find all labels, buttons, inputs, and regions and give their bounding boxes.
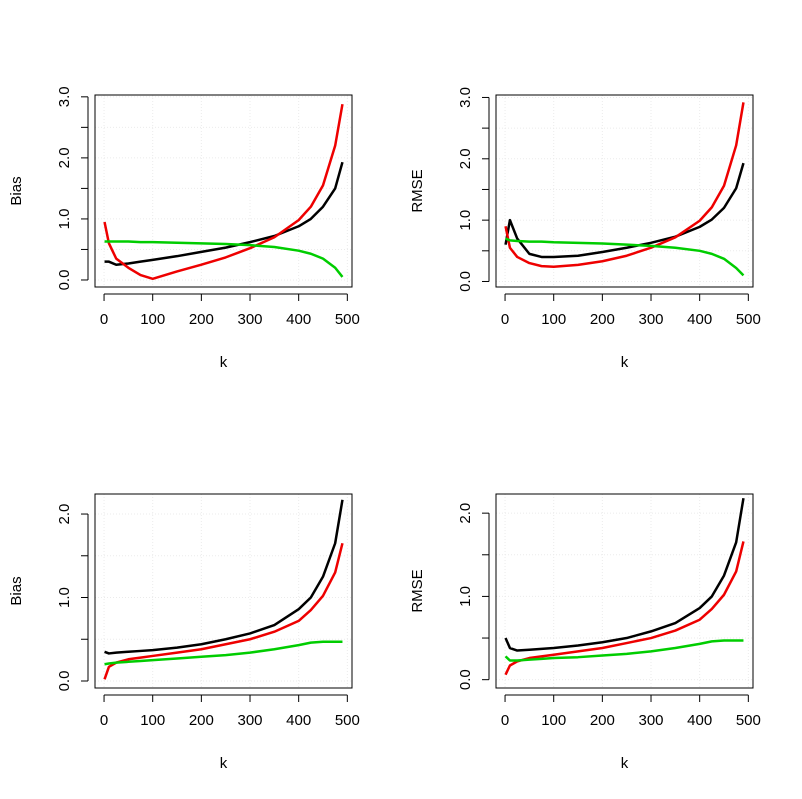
y-tick-label: 3.0 xyxy=(457,87,474,108)
x-tick-label: 400 xyxy=(286,311,311,328)
y-tick-label: 0.0 xyxy=(457,669,474,690)
x-tick-label: 100 xyxy=(140,712,165,729)
x-axis-label: k xyxy=(621,755,629,772)
y-axis-label: RMSE xyxy=(409,169,426,212)
x-tick-label: 200 xyxy=(189,712,214,729)
x-tick-label: 0 xyxy=(100,712,108,729)
y-axis-label: Bias xyxy=(8,176,25,205)
x-axis-label: k xyxy=(220,755,228,772)
x-tick-label: 400 xyxy=(687,712,712,729)
x-tick-label: 200 xyxy=(189,311,214,328)
x-tick-label: 400 xyxy=(286,712,311,729)
plot-box xyxy=(495,493,754,689)
x-tick-label: 300 xyxy=(238,712,263,729)
x-axis-label: k xyxy=(621,354,629,371)
series-line xyxy=(505,237,745,277)
x-tick-label: 200 xyxy=(590,712,615,729)
x-tick-label: 200 xyxy=(590,311,615,328)
x-tick-label: 500 xyxy=(736,311,761,328)
x-tick-label: 400 xyxy=(687,311,712,328)
y-tick-label: 0.0 xyxy=(56,270,73,291)
x-tick-label: 100 xyxy=(140,311,165,328)
series-line xyxy=(104,499,344,655)
plot-box xyxy=(495,94,754,288)
y-tick-label: 1.0 xyxy=(457,210,474,231)
series-line xyxy=(103,542,344,680)
y-axis-label: RMSE xyxy=(409,569,426,612)
series-line xyxy=(504,162,745,259)
series-line xyxy=(104,640,343,666)
x-tick-label: 300 xyxy=(639,712,664,729)
y-tick-label: 1.0 xyxy=(56,587,73,608)
x-tick-label: 0 xyxy=(100,311,108,328)
x-tick-label: 300 xyxy=(238,311,263,328)
y-tick-label: 2.0 xyxy=(56,147,73,168)
y-axis-label: Bias xyxy=(8,576,25,605)
y-tick-label: 2.0 xyxy=(457,148,474,169)
x-axis-label: k xyxy=(220,354,228,371)
x-tick-label: 100 xyxy=(541,712,566,729)
plot-box xyxy=(94,94,353,288)
y-tick-label: 2.0 xyxy=(56,504,73,525)
x-tick-label: 300 xyxy=(639,311,664,328)
y-tick-label: 0.0 xyxy=(457,271,474,292)
y-tick-label: 1.0 xyxy=(457,586,474,607)
x-tick-label: 0 xyxy=(501,712,509,729)
series-line xyxy=(504,497,745,652)
x-tick-label: 100 xyxy=(541,311,566,328)
series-line xyxy=(504,102,745,269)
series-line xyxy=(104,240,344,278)
plot-box xyxy=(94,493,353,689)
y-tick-label: 0.0 xyxy=(56,671,73,692)
series-line xyxy=(504,639,744,662)
series-line xyxy=(103,103,344,281)
y-tick-label: 1.0 xyxy=(56,209,73,230)
x-tick-label: 0 xyxy=(501,311,509,328)
x-tick-label: 500 xyxy=(736,712,761,729)
x-tick-label: 500 xyxy=(335,311,360,328)
y-tick-label: 2.0 xyxy=(457,503,474,524)
x-tick-label: 500 xyxy=(335,712,360,729)
y-tick-label: 3.0 xyxy=(56,86,73,107)
